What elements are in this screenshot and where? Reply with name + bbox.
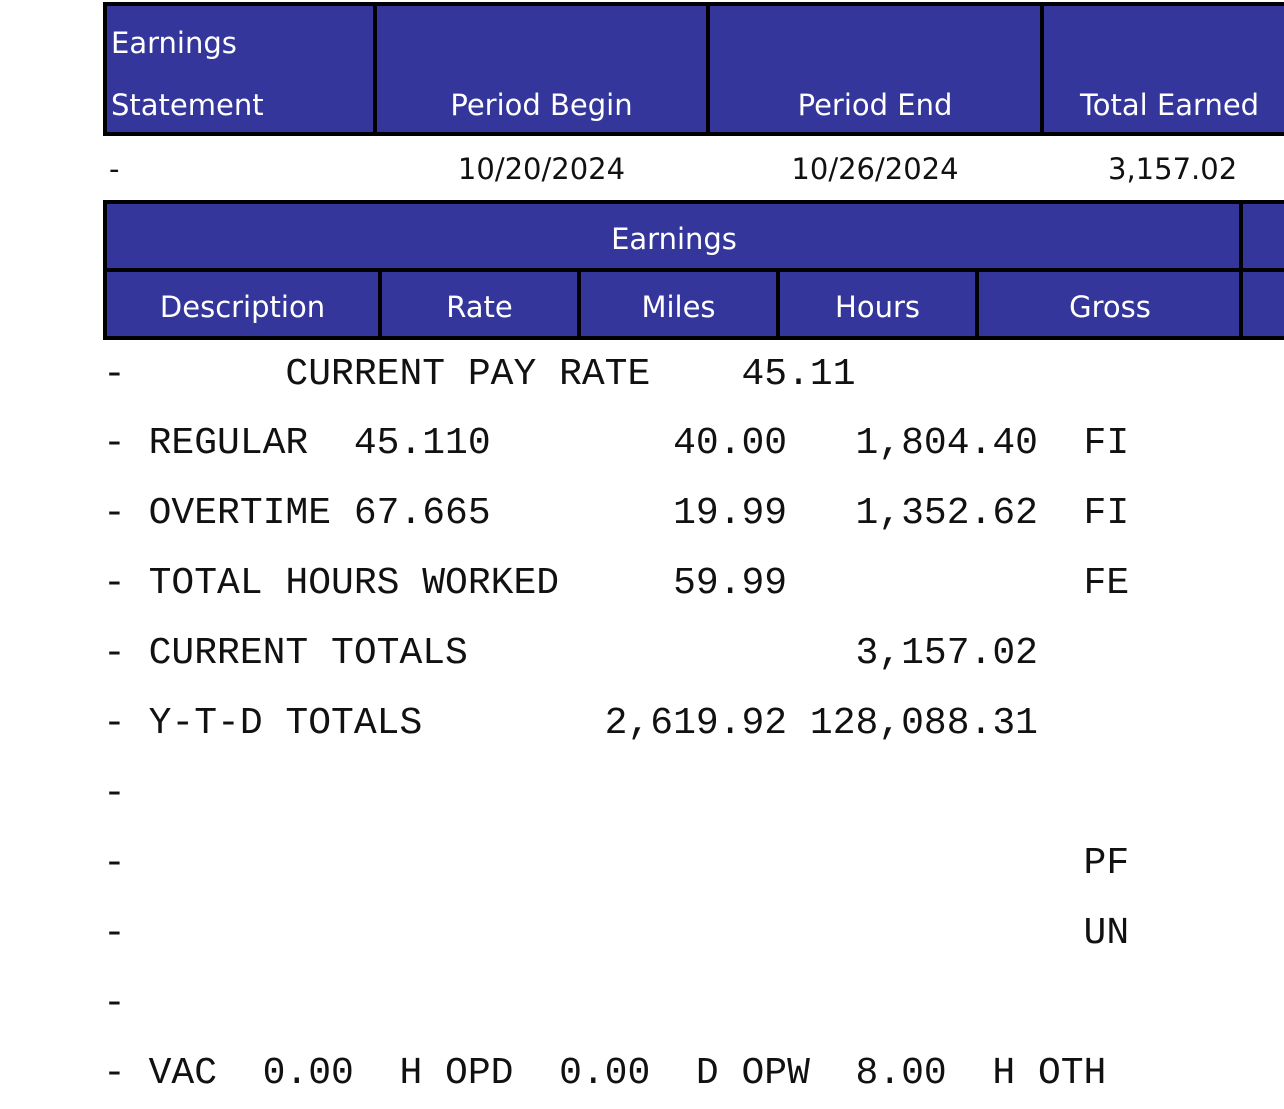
total-earned-value: 3,157.02 <box>1108 152 1238 186</box>
line-pf: - PF <box>103 842 1130 885</box>
total-earned-header-label: Total Earned <box>1080 88 1260 122</box>
line-blank-1: - <box>103 772 126 815</box>
col-gross-header: Gross <box>975 268 1245 340</box>
earnings-title: Earnings <box>611 222 737 256</box>
line-overtime: - OVERTIME 67.665 19.99 1,352.62 FI <box>103 492 1130 535</box>
period-end-header-label: Period End <box>797 88 953 122</box>
col-rate-header: Rate <box>378 268 581 340</box>
period-begin-value: 10/20/2024 <box>457 152 626 186</box>
col-rate-label: Rate <box>446 290 513 324</box>
statement-header-label-line2: Statement <box>111 88 264 122</box>
line-blank-2: - <box>103 982 126 1025</box>
line-current-pay-rate: - CURRENT PAY RATE 45.11 <box>103 353 856 396</box>
col-gross-label: Gross <box>1069 290 1151 324</box>
earnings-title-cell: Earnings <box>103 200 1245 272</box>
statement-row-dash: - <box>109 152 120 186</box>
col-description-header: Description <box>103 268 382 340</box>
line-total-hours-worked: - TOTAL HOURS WORKED 59.99 FE <box>103 562 1130 605</box>
statement-header-label-line1: Earnings <box>111 26 237 60</box>
statement-header-cell-1: Earnings Statement <box>103 2 377 136</box>
line-balances: - VAC 0.00 H OPD 0.00 D OPW 8.00 H OTH <box>103 1052 1107 1095</box>
col-hours-header: Hours <box>776 268 979 340</box>
period-begin-header-label: Period Begin <box>450 88 633 122</box>
period-begin-header-cell: Period Begin <box>373 2 710 136</box>
line-ytd-totals: - Y-T-D TOTALS 2,619.92 128,088.31 <box>103 702 1038 745</box>
total-earned-header-cell: Total Earned <box>1040 2 1284 136</box>
period-end-header-cell: Period End <box>706 2 1044 136</box>
deductions-title-cell-partial <box>1239 200 1284 272</box>
col-miles-label: Miles <box>641 290 716 324</box>
col-description-label: Description <box>159 290 326 324</box>
period-end-value: 10/26/2024 <box>791 152 959 186</box>
line-current-totals: - CURRENT TOTALS 3,157.02 <box>103 632 1038 675</box>
col-hours-label: Hours <box>835 290 920 324</box>
line-regular: - REGULAR 45.110 40.00 1,804.40 FI <box>103 422 1130 465</box>
line-un: - UN <box>103 912 1130 955</box>
col-miles-header: Miles <box>577 268 780 340</box>
deductions-col-header-partial <box>1239 268 1284 340</box>
